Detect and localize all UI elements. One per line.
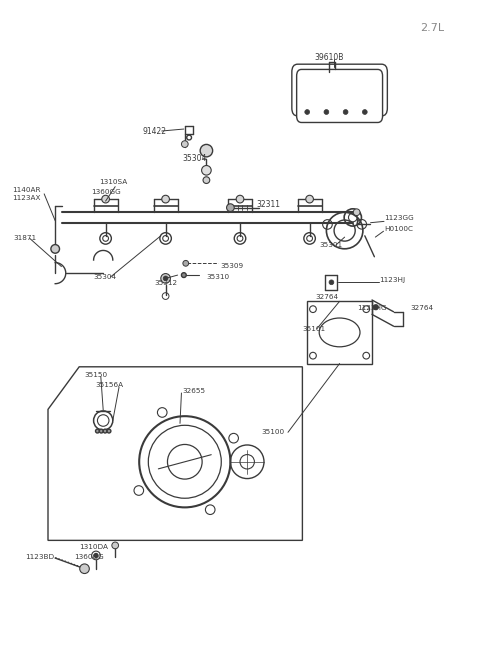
Ellipse shape <box>200 144 213 157</box>
Bar <box>307 301 372 364</box>
Text: 2.7L: 2.7L <box>420 22 444 33</box>
Ellipse shape <box>107 429 111 433</box>
Text: 1360GG: 1360GG <box>74 553 104 560</box>
Ellipse shape <box>236 195 244 203</box>
Ellipse shape <box>305 109 310 115</box>
Text: 35312: 35312 <box>154 280 177 286</box>
Text: 35301: 35301 <box>319 242 342 248</box>
Text: 39610B: 39610B <box>314 53 344 62</box>
Text: H0100C: H0100C <box>384 226 413 233</box>
Ellipse shape <box>343 109 348 115</box>
Ellipse shape <box>99 429 103 433</box>
Ellipse shape <box>306 195 313 203</box>
Ellipse shape <box>203 177 210 183</box>
Ellipse shape <box>163 276 168 281</box>
Ellipse shape <box>227 204 234 212</box>
FancyBboxPatch shape <box>297 69 383 122</box>
Ellipse shape <box>103 429 107 433</box>
Text: 1123HG: 1123HG <box>358 305 387 311</box>
Text: 1310DA: 1310DA <box>79 544 108 550</box>
Text: 91422: 91422 <box>142 126 166 136</box>
Text: 1123AX: 1123AX <box>12 195 40 202</box>
Text: 35309: 35309 <box>221 263 244 269</box>
Text: 32655: 32655 <box>182 388 205 394</box>
Text: 35100: 35100 <box>262 429 285 436</box>
Text: 32311: 32311 <box>257 200 281 209</box>
Ellipse shape <box>80 564 89 574</box>
Text: 35304: 35304 <box>182 154 207 163</box>
Text: 1123GG: 1123GG <box>384 215 414 221</box>
Text: 1123HJ: 1123HJ <box>379 277 405 284</box>
Ellipse shape <box>161 274 170 283</box>
Text: 31871: 31871 <box>13 235 36 242</box>
Text: 35150: 35150 <box>84 371 107 378</box>
Text: 35101: 35101 <box>302 326 325 332</box>
Text: 35156A: 35156A <box>95 382 123 388</box>
Ellipse shape <box>96 429 99 433</box>
Ellipse shape <box>324 109 329 115</box>
Text: 32764: 32764 <box>410 305 433 311</box>
Ellipse shape <box>181 272 186 278</box>
Ellipse shape <box>373 305 378 310</box>
Text: 35304: 35304 <box>94 274 117 280</box>
Ellipse shape <box>329 280 334 285</box>
Text: 1123BD: 1123BD <box>25 553 54 560</box>
Ellipse shape <box>202 166 211 175</box>
Ellipse shape <box>181 141 188 147</box>
Text: 1360GG: 1360GG <box>91 189 121 195</box>
Ellipse shape <box>353 209 360 215</box>
Text: 1140AR: 1140AR <box>12 187 40 193</box>
Ellipse shape <box>102 195 109 203</box>
Ellipse shape <box>94 553 98 557</box>
Ellipse shape <box>362 109 367 115</box>
Ellipse shape <box>183 261 189 266</box>
Text: 1310SA: 1310SA <box>99 179 128 185</box>
Text: 32764: 32764 <box>316 293 339 300</box>
Ellipse shape <box>51 244 60 253</box>
Text: 35310: 35310 <box>206 274 229 280</box>
Ellipse shape <box>162 195 169 203</box>
Ellipse shape <box>112 542 119 549</box>
